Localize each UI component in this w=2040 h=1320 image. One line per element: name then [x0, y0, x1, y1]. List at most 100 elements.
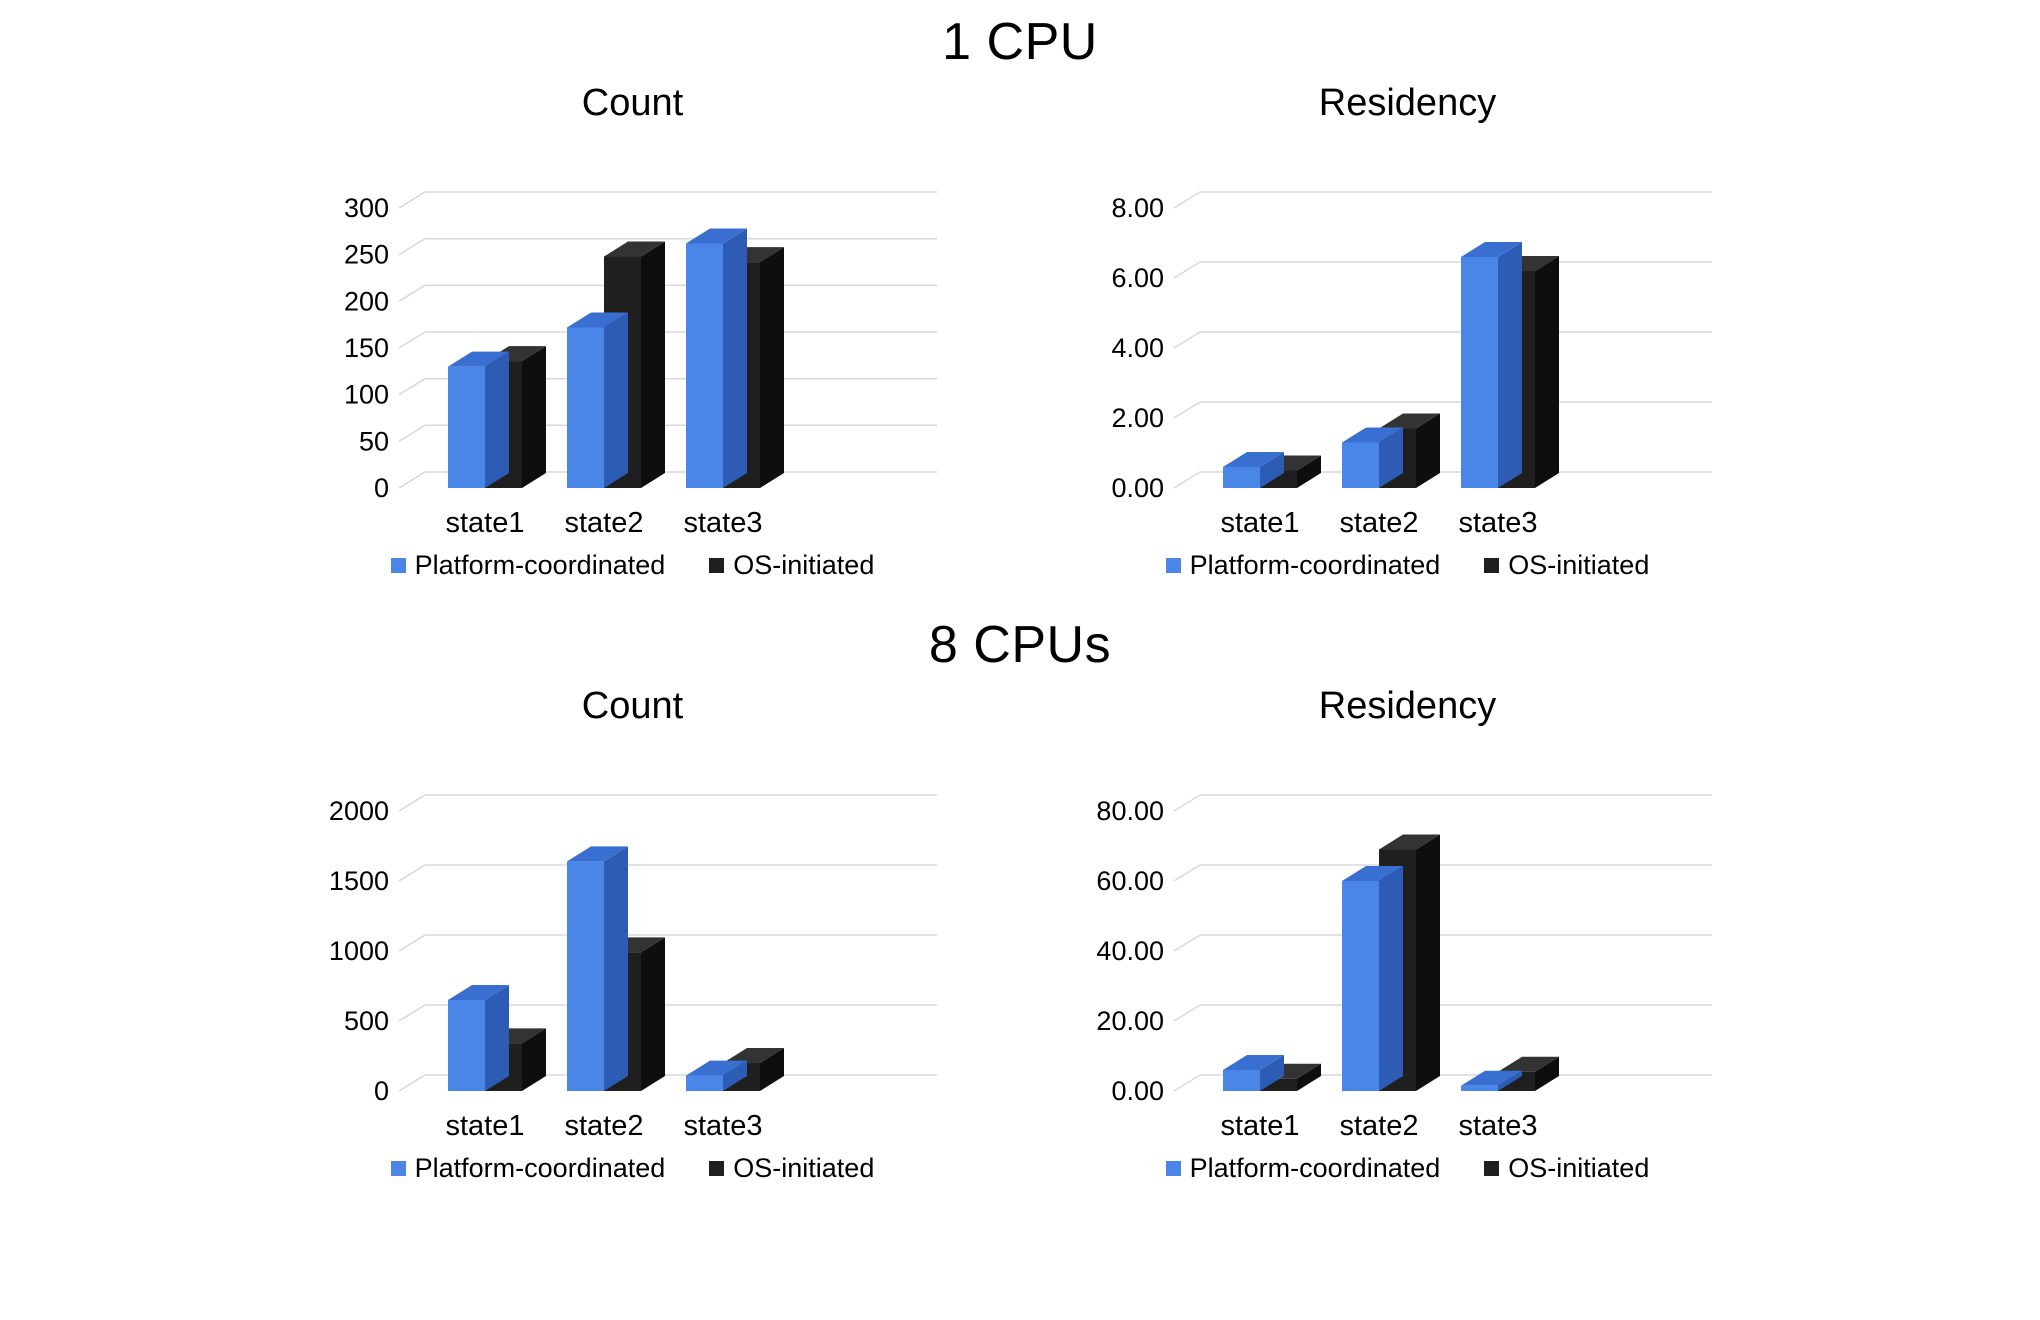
y-tick-label: 0.00 — [1111, 1076, 1164, 1106]
x-tick-label: state2 — [1340, 507, 1419, 538]
row-8cpus: Count 2000 1500 1000 500 0 state1 state2 state3… — [0, 683, 2040, 1184]
legend-swatch-os-initiated — [1484, 1161, 1500, 1176]
y-tick-label: 1000 — [329, 936, 389, 966]
bar-platform-coordinated-state3 — [686, 1060, 747, 1091]
chart-plot-1cpu-residency: 8.00 6.00 4.00 2.00 0.00 state1 state2 state3 — [1111, 191, 1712, 538]
legend-label-platform-coordinated: Platform-coordinated — [414, 1153, 666, 1183]
x-axis-labels: state1 state2 state3 — [1221, 507, 1538, 538]
bar-os-initiated-state3 — [1498, 1056, 1559, 1091]
y-tick-label: 40.00 — [1096, 936, 1164, 966]
x-tick-label: state3 — [684, 507, 763, 538]
legend-item-os-initiated: OS-initiated — [1484, 550, 1649, 581]
x-tick-label: state3 — [684, 1110, 763, 1141]
bar-platform-coordinated-state1 — [1223, 452, 1284, 488]
chart-title: Residency — [1318, 82, 1497, 124]
y-tick-label: 500 — [344, 1006, 389, 1036]
bar-platform-coordinated-state3 — [1461, 1070, 1522, 1091]
bars — [1223, 834, 1559, 1091]
y-tick-label: 250 — [344, 240, 389, 270]
y-tick-label: 8.00 — [1111, 193, 1164, 223]
y-tick-label: 6.00 — [1111, 263, 1164, 293]
y-tick-label: 60.00 — [1096, 866, 1164, 896]
x-tick-label: state3 — [1459, 1110, 1538, 1141]
y-axis-labels: 80.00 60.00 40.00 20.00 0.00 — [1096, 796, 1164, 1106]
legend-label-platform-coordinated: Platform-coordinated — [1189, 1153, 1441, 1183]
legend-label-platform-coordinated: Platform-coordinated — [1189, 550, 1441, 580]
chart-1cpu-residency: Residency 8.00 6.00 4.00 2.00 0.00 state1 stat… — [1095, 80, 1720, 581]
y-axis-labels: 8.00 6.00 4.00 2.00 0.00 — [1111, 193, 1164, 503]
bars — [448, 228, 784, 488]
legend-label-os-initiated: OS-initiated — [1508, 550, 1650, 580]
chart-legend: Platform-coordinated OS-initiated — [320, 1153, 945, 1184]
x-tick-label: state1 — [1221, 1110, 1300, 1141]
legend-item-os-initiated: OS-initiated — [1484, 1153, 1649, 1184]
chart-legend: Platform-coordinated OS-initiated — [320, 550, 945, 581]
bars — [1223, 242, 1559, 488]
legend-swatch-os-initiated — [709, 558, 725, 573]
y-tick-label: 50 — [359, 426, 389, 456]
y-tick-label: 1500 — [329, 866, 389, 896]
x-tick-label: state1 — [446, 507, 525, 538]
legend-label-os-initiated: OS-initiated — [1508, 1153, 1650, 1183]
bar-platform-coordinated-state3 — [686, 228, 747, 488]
y-tick-label: 100 — [344, 380, 389, 410]
legend-label-platform-coordinated: Platform-coordinated — [414, 550, 666, 580]
legend-item-platform-coordinated: Platform-coordinated — [390, 550, 666, 581]
chart-plot-8cpus-count: 2000 1500 1000 500 0 state1 state2 state3 — [329, 794, 937, 1141]
y-tick-label: 0 — [374, 1076, 389, 1106]
x-tick-label: state2 — [565, 1110, 644, 1141]
bar-platform-coordinated-state1 — [1223, 1055, 1284, 1091]
y-tick-label: 0.00 — [1111, 473, 1164, 503]
y-tick-label: 200 — [344, 286, 389, 316]
legend-swatch-platform-coordinated — [390, 558, 406, 573]
bars — [448, 846, 784, 1091]
y-tick-label: 2000 — [329, 796, 389, 826]
x-axis-labels: state1 state2 state3 — [446, 507, 763, 538]
legend-swatch-os-initiated — [709, 1161, 725, 1176]
y-tick-label: 20.00 — [1096, 1006, 1164, 1036]
row-1cpu: Count 300 250 200 150 100 50 0 state1 state2 stat… — [0, 80, 2040, 581]
bar-platform-coordinated-state1 — [448, 351, 509, 488]
y-axis-labels: 2000 1500 1000 500 0 — [329, 796, 389, 1106]
chart-title: Count — [581, 685, 684, 727]
gridlines — [1173, 191, 1712, 489]
y-axis-labels: 300 250 200 150 100 50 0 — [344, 193, 389, 503]
chart-legend: Platform-coordinated OS-initiated — [1095, 550, 1720, 581]
bar-platform-coordinated-state1 — [448, 985, 509, 1091]
bar-platform-coordinated-state2 — [1342, 866, 1403, 1091]
legend-item-os-initiated: OS-initiated — [709, 1153, 874, 1184]
group-title-1cpu: 1 CPU — [942, 13, 1098, 71]
chart-title: Count — [581, 82, 684, 124]
x-axis-labels: state1 state2 state3 — [1221, 1110, 1538, 1141]
legend-swatch-platform-coordinated — [1165, 558, 1181, 573]
y-tick-label: 150 — [344, 333, 389, 363]
y-tick-label: 4.00 — [1111, 333, 1164, 363]
chart-1cpu-count: Count 300 250 200 150 100 50 0 state1 state2 stat… — [320, 80, 945, 581]
legend-item-platform-coordinated: Platform-coordinated — [1165, 550, 1441, 581]
x-tick-label: state2 — [1340, 1110, 1419, 1141]
y-tick-label: 300 — [344, 193, 389, 223]
bar-platform-coordinated-state2 — [567, 312, 628, 488]
legend-item-os-initiated: OS-initiated — [709, 550, 874, 581]
x-axis-labels: state1 state2 state3 — [446, 1110, 763, 1141]
legend-item-platform-coordinated: Platform-coordinated — [1165, 1153, 1441, 1184]
bar-platform-coordinated-state3 — [1461, 242, 1522, 488]
legend-swatch-platform-coordinated — [390, 1161, 406, 1176]
x-tick-label: state1 — [1221, 507, 1300, 538]
y-tick-label: 2.00 — [1111, 403, 1164, 433]
legend-item-platform-coordinated: Platform-coordinated — [390, 1153, 666, 1184]
y-tick-label: 80.00 — [1096, 796, 1164, 826]
x-tick-label: state2 — [565, 507, 644, 538]
chart-plot-1cpu-count: 300 250 200 150 100 50 0 state1 state2 state3 — [344, 191, 937, 538]
bar-platform-coordinated-state2 — [567, 846, 628, 1091]
bar-platform-coordinated-state2 — [1342, 427, 1403, 488]
chart-legend: Platform-coordinated OS-initiated — [1095, 1153, 1720, 1184]
legend-label-os-initiated: OS-initiated — [733, 1153, 875, 1183]
gridlines — [1173, 794, 1712, 1092]
chart-8cpus-count: Count 2000 1500 1000 500 0 state1 state2 state3… — [320, 683, 945, 1184]
group-title-8cpus: 8 CPUs — [928, 616, 1112, 674]
x-tick-label: state1 — [446, 1110, 525, 1141]
x-tick-label: state3 — [1459, 507, 1538, 538]
